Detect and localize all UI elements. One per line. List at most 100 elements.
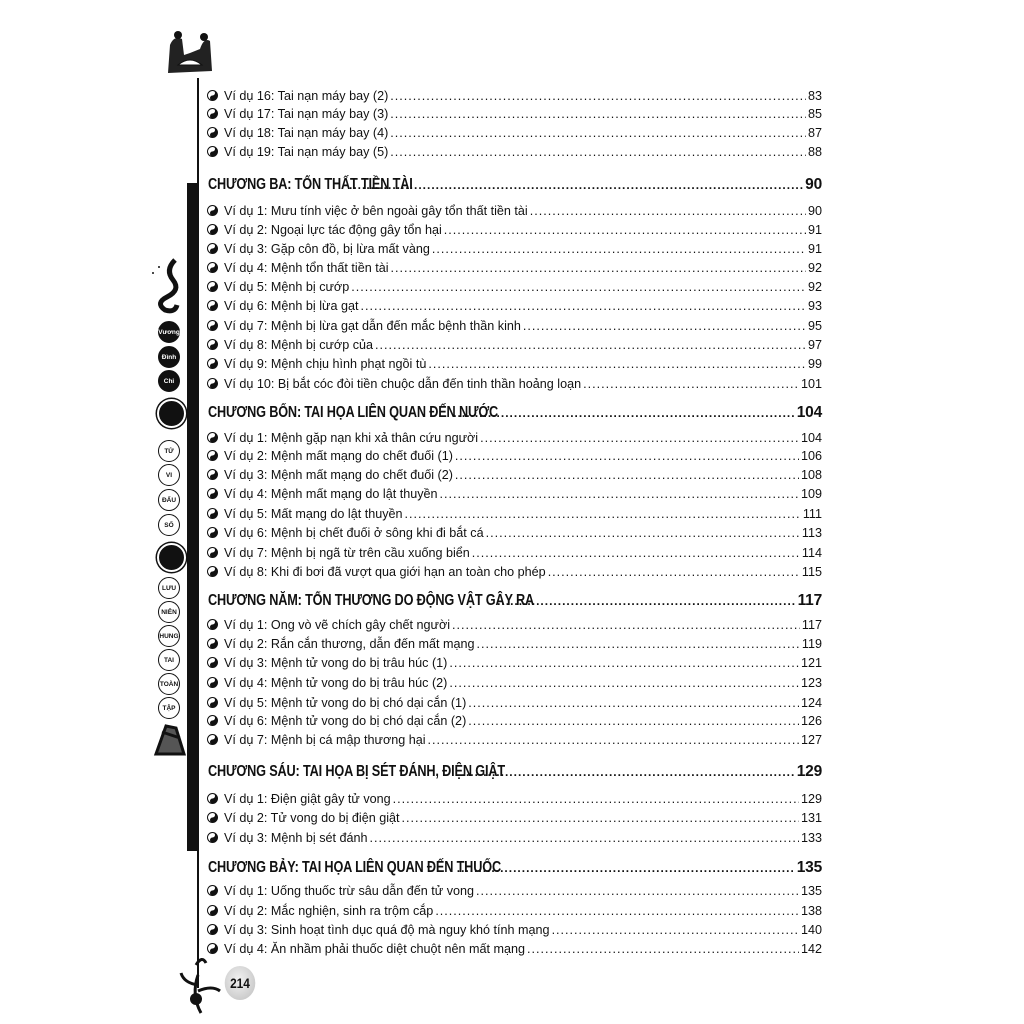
dot-leader [390, 105, 806, 123]
toc-entry[interactable]: Ví dụ 7: Mệnh bị lừa gạt dẫn đến mắc bện… [206, 317, 822, 335]
toc-entry[interactable]: Ví dụ 1: Ong vò vẽ chích gây chết người … [206, 616, 822, 634]
yin-yang-icon [207, 885, 218, 896]
entry-title: Ví dụ 16: Tai nạn máy bay (2) [224, 89, 389, 103]
toc-entry[interactable]: Ví dụ 9: Mệnh chịu hình phạt ngồi tù 99 [206, 355, 822, 373]
dot-leader [390, 87, 806, 105]
yin-yang-icon [207, 300, 218, 311]
chapter-heading[interactable]: CHƯƠNG SÁU: TAI HỌA BỊ SÉT ĐÁNH, ĐIỆN GI… [208, 761, 822, 783]
dot-leader [360, 297, 806, 315]
dot-leader [428, 731, 799, 749]
page-ref: 83 [807, 89, 822, 103]
toc-entry[interactable]: Ví dụ 1: Mưu tính việc ở bên ngoài gây t… [206, 202, 822, 220]
toc-entry[interactable]: Ví dụ 3: Mệnh mất mạng do chết đuối (2) … [206, 466, 822, 484]
flower-illustration-icon [179, 958, 221, 1014]
toc-entry[interactable]: Ví dụ 6: Mệnh bị chết đuối ở sông khi đi… [206, 524, 822, 542]
page-ref: 92 [807, 261, 822, 275]
toc-entry[interactable]: Ví dụ 3: Mệnh tử vong do bị trâu húc (1)… [206, 654, 822, 672]
entry-title: Ví dụ 7: Mệnh bị cá mập thương hại [224, 733, 426, 747]
yin-yang-icon [207, 224, 218, 235]
yin-yang-icon [207, 205, 218, 216]
dot-leader [351, 278, 806, 296]
page-ref: 95 [807, 319, 822, 333]
dot-leader [548, 563, 800, 581]
dot-leader [457, 857, 795, 879]
yin-yang-icon [207, 281, 218, 292]
entry-title: Ví dụ 4: Mệnh tổn thất tiền tài [224, 261, 389, 275]
toc-entry[interactable]: Ví dụ 18: Tai nạn máy bay (4) 87 [206, 124, 822, 142]
toc-entry[interactable]: Ví dụ 4: Mệnh tử vong do bị trâu húc (2)… [206, 674, 822, 692]
entry-title: Ví dụ 6: Mệnh tử vong do bị chó dại cắn … [224, 714, 467, 728]
sidebar-badge: LƯU [158, 577, 180, 599]
yin-yang-icon [207, 943, 218, 954]
page-ref: 131 [800, 811, 822, 825]
entry-title: Ví dụ 2: Rắn cắn thương, dẫn đến mất mạn… [224, 637, 475, 651]
chapter-title: CHƯƠNG SÁU: TAI HỌA BỊ SÉT ĐÁNH, ĐIỆN GI… [208, 763, 505, 780]
entry-title: Ví dụ 6: Mệnh bị lừa gạt [224, 299, 359, 313]
toc-entry[interactable]: Ví dụ 4: Mệnh mất mạng do lật thuyền 109 [206, 485, 822, 503]
entry-title: Ví dụ 5: Mệnh bị cướp [224, 280, 350, 294]
page-ref: 87 [807, 126, 822, 140]
yin-yang-icon [207, 905, 218, 916]
yin-yang-icon [207, 566, 218, 577]
toc-entry[interactable]: Ví dụ 1: Uống thuốc trừ sâu dẫn đến tử v… [206, 882, 822, 900]
toc-entry[interactable]: Ví dụ 5: Mệnh bị cướp 92 [206, 278, 822, 296]
entry-title: Ví dụ 3: Sinh hoạt tình dục quá độ mà ng… [224, 923, 550, 937]
toc-entry[interactable]: Ví dụ 2: Tử vong do bị điện giật 131 [206, 809, 822, 827]
page-ref: 121 [800, 656, 822, 670]
toc-entry[interactable]: Ví dụ 5: Mệnh tử vong do bị chó dại cắn … [206, 694, 822, 712]
toc-entry[interactable]: Ví dụ 17: Tai nạn máy bay (3) 85 [206, 105, 822, 123]
toc-entry[interactable]: Ví dụ 4: Ăn nhầm phải thuốc diệt chuột n… [206, 940, 822, 958]
toc-entry[interactable]: Ví dụ 4: Mệnh tổn thất tiền tài 92 [206, 259, 822, 277]
dot-leader [449, 654, 799, 672]
toc-entry[interactable]: Ví dụ 6: Mệnh tử vong do bị chó dại cắn … [206, 712, 822, 730]
page-ref: 90 [805, 176, 822, 193]
sidebar-badge: TỬ [158, 440, 180, 462]
toc-entry[interactable]: Ví dụ 3: Sinh hoạt tình dục quá độ mà ng… [206, 921, 822, 939]
toc-entry[interactable]: Ví dụ 19: Tai nạn máy bay (5) 88 [206, 143, 822, 161]
page-ref: 92 [807, 280, 822, 294]
entry-title: Ví dụ 6: Mệnh bị chết đuối ở sông khi đi… [224, 526, 484, 540]
toc-entry[interactable]: Ví dụ 2: Mệnh mất mạng do chết đuối (1) … [206, 447, 822, 465]
chapter-heading[interactable]: CHƯƠNG NĂM: TỔN THƯƠNG DO ĐỘNG VẬT GÂY R… [208, 590, 822, 612]
toc-entry[interactable]: Ví dụ 8: Khi đi bơi đã vượt qua giới hạn… [206, 563, 822, 581]
page-ref: 97 [807, 338, 822, 352]
dot-leader [472, 544, 800, 562]
entry-title: Ví dụ 1: Điện giật gây tử vong [224, 792, 391, 806]
dot-leader [468, 694, 799, 712]
toc-entry[interactable]: Ví dụ 7: Mệnh bị cá mập thương hại 127 [206, 731, 822, 749]
toc-entry[interactable]: Ví dụ 5: Mất mạng do lật thuyền 111 [206, 505, 822, 523]
chapter-heading[interactable]: CHƯƠNG BA: TỔN THẤT TIỀN TÀI 90 [208, 174, 822, 196]
yin-yang-icon [207, 527, 218, 538]
dot-leader [477, 635, 800, 653]
toc-entry[interactable]: Ví dụ 3: Mệnh bị sét đánh 133 [206, 829, 822, 847]
yin-yang-icon [207, 450, 218, 461]
entry-title: Ví dụ 19: Tai nạn máy bay (5) [224, 145, 389, 159]
entry-title: Ví dụ 10: Bị bắt cóc đòi tiền chuộc dẫn … [224, 377, 582, 391]
toc-entry[interactable]: Ví dụ 6: Mệnh bị lừa gạt 93 [206, 297, 822, 315]
toc-entry[interactable]: Ví dụ 10: Bị bắt cóc đòi tiền chuộc dẫn … [206, 375, 822, 393]
dot-leader [527, 940, 799, 958]
toc-entry[interactable]: Ví dụ 2: Ngoại lực tác động gây tổn hại … [206, 221, 822, 239]
dot-leader [476, 882, 799, 900]
toc-entry[interactable]: Ví dụ 1: Mệnh gặp nạn khi xả thân cứu ng… [206, 429, 822, 447]
dot-leader [444, 221, 806, 239]
toc-entry[interactable]: Ví dụ 8: Mệnh bị cướp của 97 [206, 336, 822, 354]
dot-leader [435, 902, 799, 920]
toc-entry[interactable]: Ví dụ 3: Gặp côn đồ, bị lừa mất vàng 91 [206, 240, 822, 258]
yin-yang-icon [207, 715, 218, 726]
entry-title: Ví dụ 5: Mệnh tử vong do bị chó dại cắn … [224, 696, 467, 710]
entry-title: Ví dụ 3: Mệnh bị sét đánh [224, 831, 368, 845]
toc-entry[interactable]: Ví dụ 2: Mắc nghiện, sinh ra trộm cắp 13… [206, 902, 822, 920]
toc-entry[interactable]: Ví dụ 7: Mệnh bị ngã từ trên cầu xuống b… [206, 544, 822, 562]
toc-entry[interactable]: Ví dụ 2: Rắn cắn thương, dẫn đến mất mạn… [206, 635, 822, 653]
chapter-heading[interactable]: CHƯƠNG BỐN: TAI HỌA LIÊN QUAN ĐẾN NƯỚC 1… [208, 402, 822, 424]
entry-title: Ví dụ 1: Uống thuốc trừ sâu dẫn đến tử v… [224, 884, 475, 898]
toc-entry[interactable]: Ví dụ 1: Điện giật gây tử vong 129 [206, 790, 822, 808]
toc-entry[interactable]: Ví dụ 16: Tai nạn máy bay (2) 83 [206, 87, 822, 105]
chapter-title: CHƯƠNG BỐN: TAI HỌA LIÊN QUAN ĐẾN NƯỚC [208, 404, 499, 421]
page-ref: 135 [800, 884, 822, 898]
margin-rule [197, 78, 199, 988]
entry-title: Ví dụ 1: Mệnh gặp nạn khi xả thân cứu ng… [224, 431, 479, 445]
page-ref: 85 [807, 107, 822, 121]
chapter-heading[interactable]: CHƯƠNG BẢY: TAI HỌA LIÊN QUAN ĐẾN THUỐC … [208, 857, 822, 879]
